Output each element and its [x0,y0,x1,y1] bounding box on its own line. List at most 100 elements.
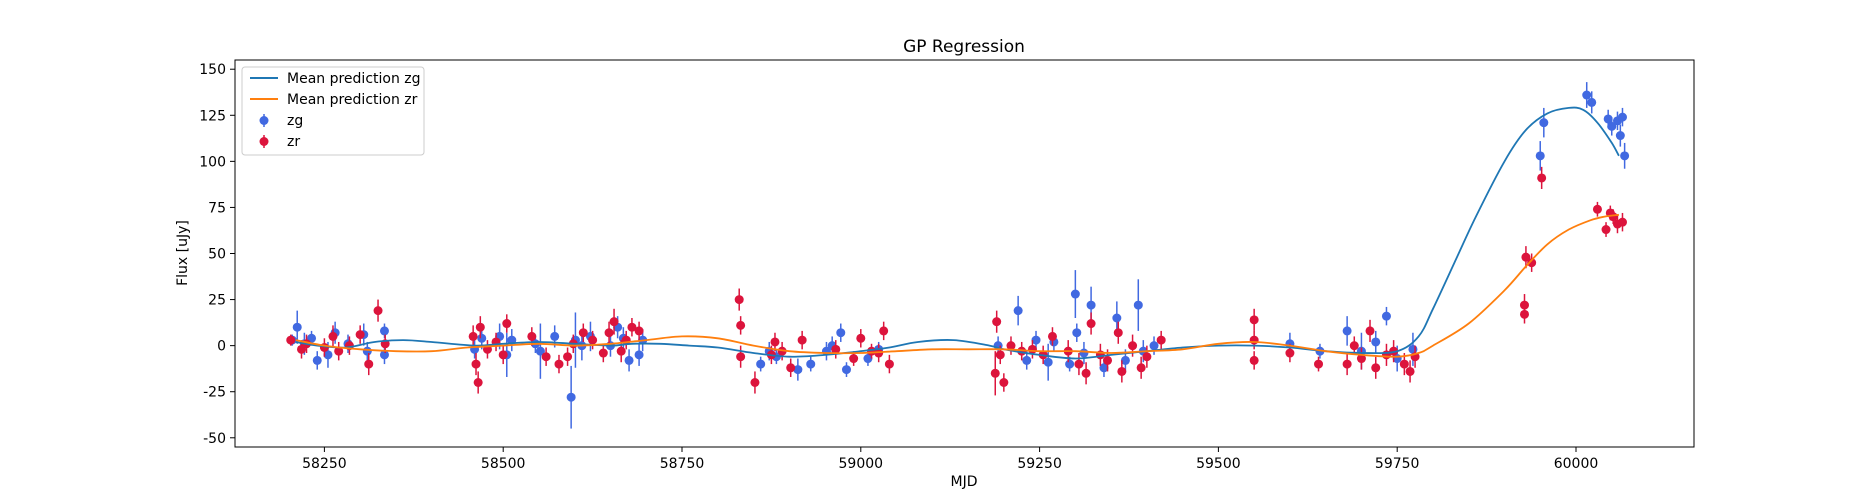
zr-point [578,328,588,338]
zr-point [1521,252,1531,262]
zr-point [879,326,889,336]
zr-point [1249,335,1259,345]
zg-point [634,350,644,360]
zg-point [379,326,389,336]
zr-point [1519,309,1529,319]
x-axis-title: MJD [951,474,978,490]
zr-point [598,348,608,358]
zr-point [884,359,894,369]
zr-point [286,335,296,345]
y-tick-label: -25 [203,385,226,401]
zg-point [1539,118,1549,128]
zg-point [1371,337,1381,347]
zg-point [1099,363,1109,373]
zg-point [1149,341,1159,351]
zr-point [1081,368,1091,378]
x-tick-label: 58250 [302,456,347,472]
zg-point [566,392,576,402]
y-tick-label: 100 [199,154,226,170]
zr-point [616,346,626,356]
x-tick-label: 59250 [1017,456,1062,472]
zr-point [1047,331,1057,341]
chart-title: GP Regression [903,37,1025,57]
y-tick-label: 150 [199,62,226,78]
zr-point [1249,315,1259,325]
zg-point [624,355,634,365]
y-tick-label: -50 [203,431,226,447]
zg-point [1381,311,1391,321]
zg-point [550,331,560,341]
x-tick-label: 59000 [839,456,884,472]
zr-point [992,317,1002,327]
zr-point [328,331,338,341]
zg-point [535,346,545,356]
zg-point [1342,326,1352,336]
zr-point [1113,328,1123,338]
zr-point [604,328,614,338]
zr-point [502,319,512,329]
zr-point [1027,344,1037,354]
zr-point [1342,359,1352,369]
zr-point [1365,326,1375,336]
zr-point [627,322,637,332]
zg-point [1607,121,1617,131]
legend-marker-zr [259,137,269,146]
zg-point [323,350,333,360]
zr-point [609,317,619,327]
legend-box [241,66,425,156]
y-tick-label: 25 [208,293,226,309]
zr-point [364,359,374,369]
zr-point [1537,173,1547,183]
zr-point [498,350,508,360]
legend-marker-zg [259,116,269,125]
zg-point [1535,151,1545,161]
zr-point [1086,319,1096,329]
zr-point [471,359,481,369]
zr-point [1314,359,1324,369]
zr-point [1356,354,1366,364]
zg-point [1022,355,1032,365]
zg-point [477,333,487,343]
zg-point [806,359,816,369]
zr-point [1156,335,1166,345]
zr-point [1592,204,1602,214]
zg-point [841,365,851,375]
zr-point [750,378,760,387]
zr-point [468,331,478,341]
zr-point [1349,341,1359,351]
legend: Mean prediction zg Mean prediction zr zg… [241,66,425,156]
x-axis: 58250 58500 58750 59000 59250 59500 59750 60000 [302,447,1598,472]
zr-point [1074,359,1084,369]
zr-point [1405,366,1415,376]
zr-point [1371,363,1381,373]
zr-point [588,335,598,345]
mean-prediction-zr-line [295,213,1620,358]
zr-point [734,295,744,305]
zr-point [1136,363,1146,373]
zr-point [527,331,537,341]
x-tick-label: 59750 [1375,456,1420,472]
zg-point [1112,313,1122,323]
legend-label-zr: zr [287,134,300,150]
zg-point [1072,328,1082,338]
zg-point [1617,112,1627,122]
zr-point [1006,341,1016,351]
zr-point [1103,355,1113,365]
zr-point [999,378,1009,387]
zr-point [736,352,746,362]
zr-point [856,333,866,343]
zr-point [541,352,551,362]
zr-point [373,306,383,316]
zr-point [797,335,807,345]
x-tick-label: 58500 [481,456,526,472]
zr-point [995,350,1005,360]
zr-point [563,352,573,362]
zr-point [1617,217,1627,227]
zg-point [793,365,803,375]
zg-point [312,355,322,365]
y-tick-label: 0 [217,339,226,355]
zr-point [990,368,1000,378]
zr-point [1285,348,1295,358]
zr-point [1142,352,1152,362]
